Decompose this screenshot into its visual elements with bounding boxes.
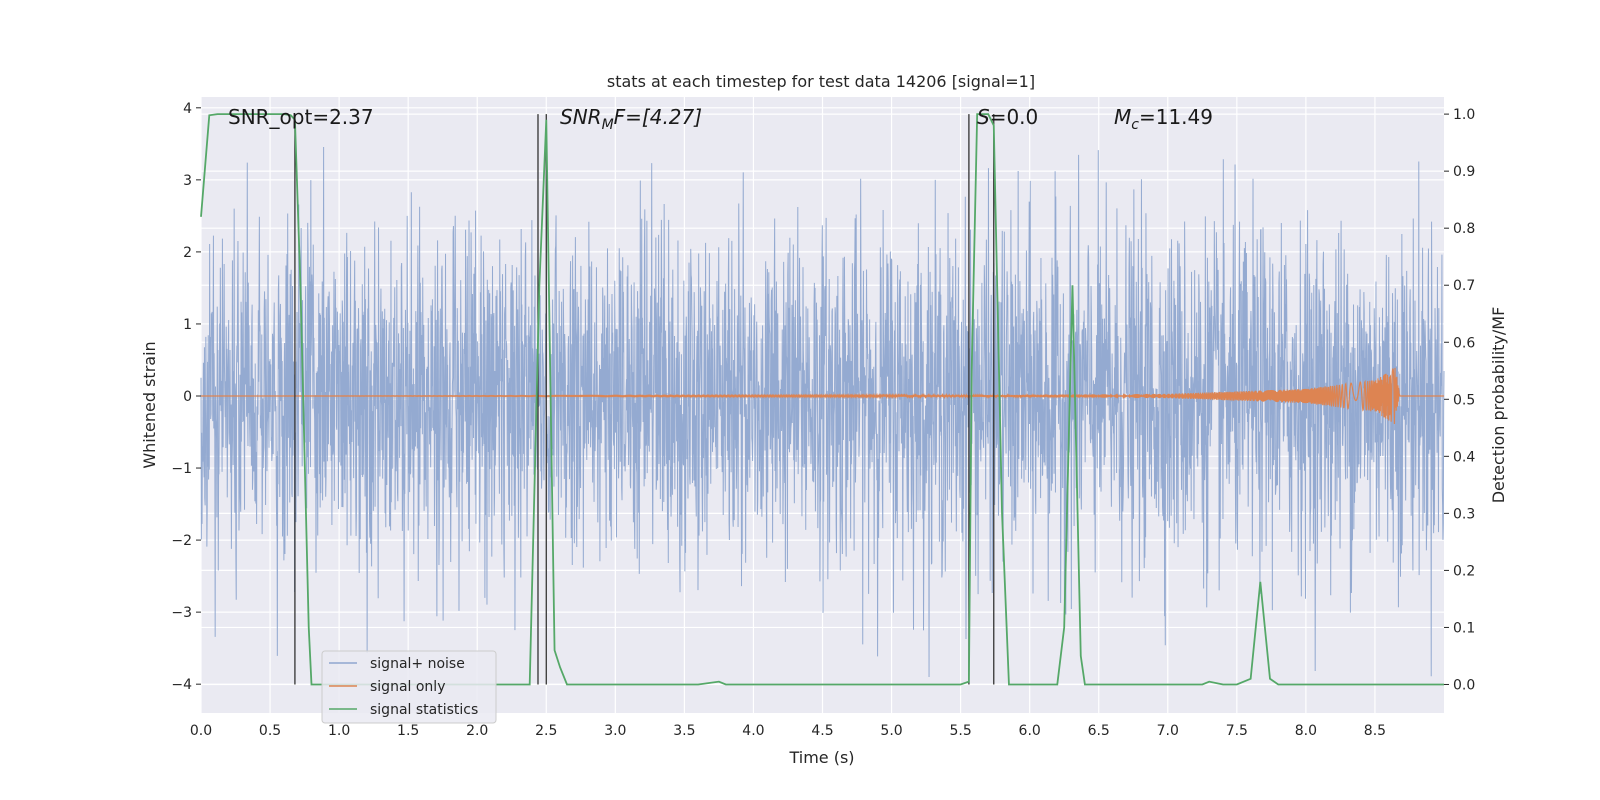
- annotation-s-base: S: [977, 105, 990, 129]
- statistics-line: [200, 113, 1444, 686]
- y-left-tick-label: −2: [171, 533, 192, 549]
- y-left-tick-label: −4: [171, 677, 192, 693]
- x-tick-label: 2.5: [535, 723, 557, 739]
- x-tick-label: 7.0: [1157, 723, 1179, 739]
- y-right-tick-label: 0.1: [1453, 620, 1475, 636]
- annotation-mc: Mc=11.49: [1114, 105, 1213, 133]
- annotation-mc-rest: =11.49: [1139, 105, 1213, 129]
- annotation-mc-sub: c: [1131, 117, 1139, 133]
- x-tick-label: 8.5: [1364, 723, 1386, 739]
- x-tick-label: 0.0: [190, 723, 212, 739]
- y-right-tick-label: 0.5: [1453, 392, 1475, 408]
- legend-label-signal-statistics: signal statistics: [370, 702, 478, 718]
- signal-line: [201, 367, 1444, 424]
- y-left-tick-label: 1: [183, 317, 192, 333]
- annotation-snr-opt: SNR_opt=2.37: [228, 105, 374, 129]
- x-tick-label: 0.5: [259, 723, 281, 739]
- y-right-tick-label: 0.8: [1453, 221, 1475, 237]
- y-axis-right-label: Detection probability/MF: [1489, 307, 1508, 504]
- annotation-mc-base: M: [1114, 105, 1131, 129]
- noise-line: [200, 146, 1445, 677]
- legend-label-signal-only: signal only: [370, 679, 445, 695]
- y-right-tick-label: 0.6: [1453, 335, 1475, 351]
- y-right-tick-label: 0.7: [1453, 278, 1475, 294]
- y-right-tick-label: 1.0: [1453, 107, 1475, 123]
- y-right-tick-label: 0.4: [1453, 449, 1475, 465]
- annotation-s-rest: =0.0: [990, 105, 1039, 129]
- x-tick-label: 5.0: [880, 723, 902, 739]
- y-left-tick-label: −1: [171, 461, 192, 477]
- series-signal-statistics: [200, 113, 1444, 686]
- x-axis-label: Time (s): [788, 748, 854, 767]
- x-tick-label: 2.0: [466, 723, 488, 739]
- annotation-snr-mf: SNRMF=[4.27]: [560, 105, 702, 133]
- x-tick-label: 4.0: [742, 723, 764, 739]
- y-right-tick-label: 0.9: [1453, 164, 1475, 180]
- x-tick-label: 1.0: [328, 723, 350, 739]
- legend-label-signal-noise: signal+ noise: [370, 656, 465, 672]
- y-left-tick-label: 3: [183, 173, 192, 189]
- y-right-tick-label: 0.3: [1453, 506, 1475, 522]
- series-signal-noise: [200, 146, 1445, 677]
- x-tick-label: 4.5: [811, 723, 833, 739]
- y-left-tick-label: 4: [183, 101, 192, 117]
- y-left-tick-label: 0: [183, 389, 192, 405]
- annotation-snr-mf-base: SNR: [560, 105, 602, 129]
- x-axis-ticks: 0.0 0.5 1.0 1.5 2.0 2.5 3.0 3.5 4.0 4.5 5.0 5.5 6.0 6…: [190, 723, 1386, 739]
- vertical-markers: [294, 114, 995, 685]
- x-tick-label: 7.5: [1226, 723, 1248, 739]
- annotation-snr-mf-rest: F=[4.27]: [614, 105, 702, 129]
- x-tick-label: 5.5: [949, 723, 971, 739]
- y-left-tick-label: 2: [183, 245, 192, 261]
- x-tick-label: 3.0: [604, 723, 626, 739]
- legend: signal+ noise signal only signal statist…: [321, 650, 497, 724]
- y-axis-right-ticks: 0.0 0.1 0.2 0.3 0.4 0.5 0.6 0.7 0.8 0.9 1.0: [1444, 107, 1475, 693]
- x-tick-label: 1.5: [397, 723, 419, 739]
- chart-title: stats at each timestep for test data 142…: [607, 72, 1035, 91]
- y-right-tick-label: 0.2: [1453, 563, 1475, 579]
- y-left-tick-label: −3: [171, 605, 192, 621]
- y-right-tick-label: 0.0: [1453, 677, 1475, 693]
- y-axis-left-ticks: −4 −3 −2 −1 0 1 2 3 4: [171, 101, 201, 693]
- legend-box: [321, 650, 497, 724]
- annotation-s: S=0.0: [977, 105, 1038, 129]
- x-tick-label: 6.0: [1019, 723, 1041, 739]
- annotation-snr-mf-sub: M: [602, 117, 614, 133]
- x-tick-label: 6.5: [1088, 723, 1110, 739]
- y-axis-left-label: Whitened strain: [140, 341, 159, 468]
- series-signal-only: [201, 367, 1444, 424]
- x-tick-label: 8.0: [1295, 723, 1317, 739]
- x-tick-label: 3.5: [673, 723, 695, 739]
